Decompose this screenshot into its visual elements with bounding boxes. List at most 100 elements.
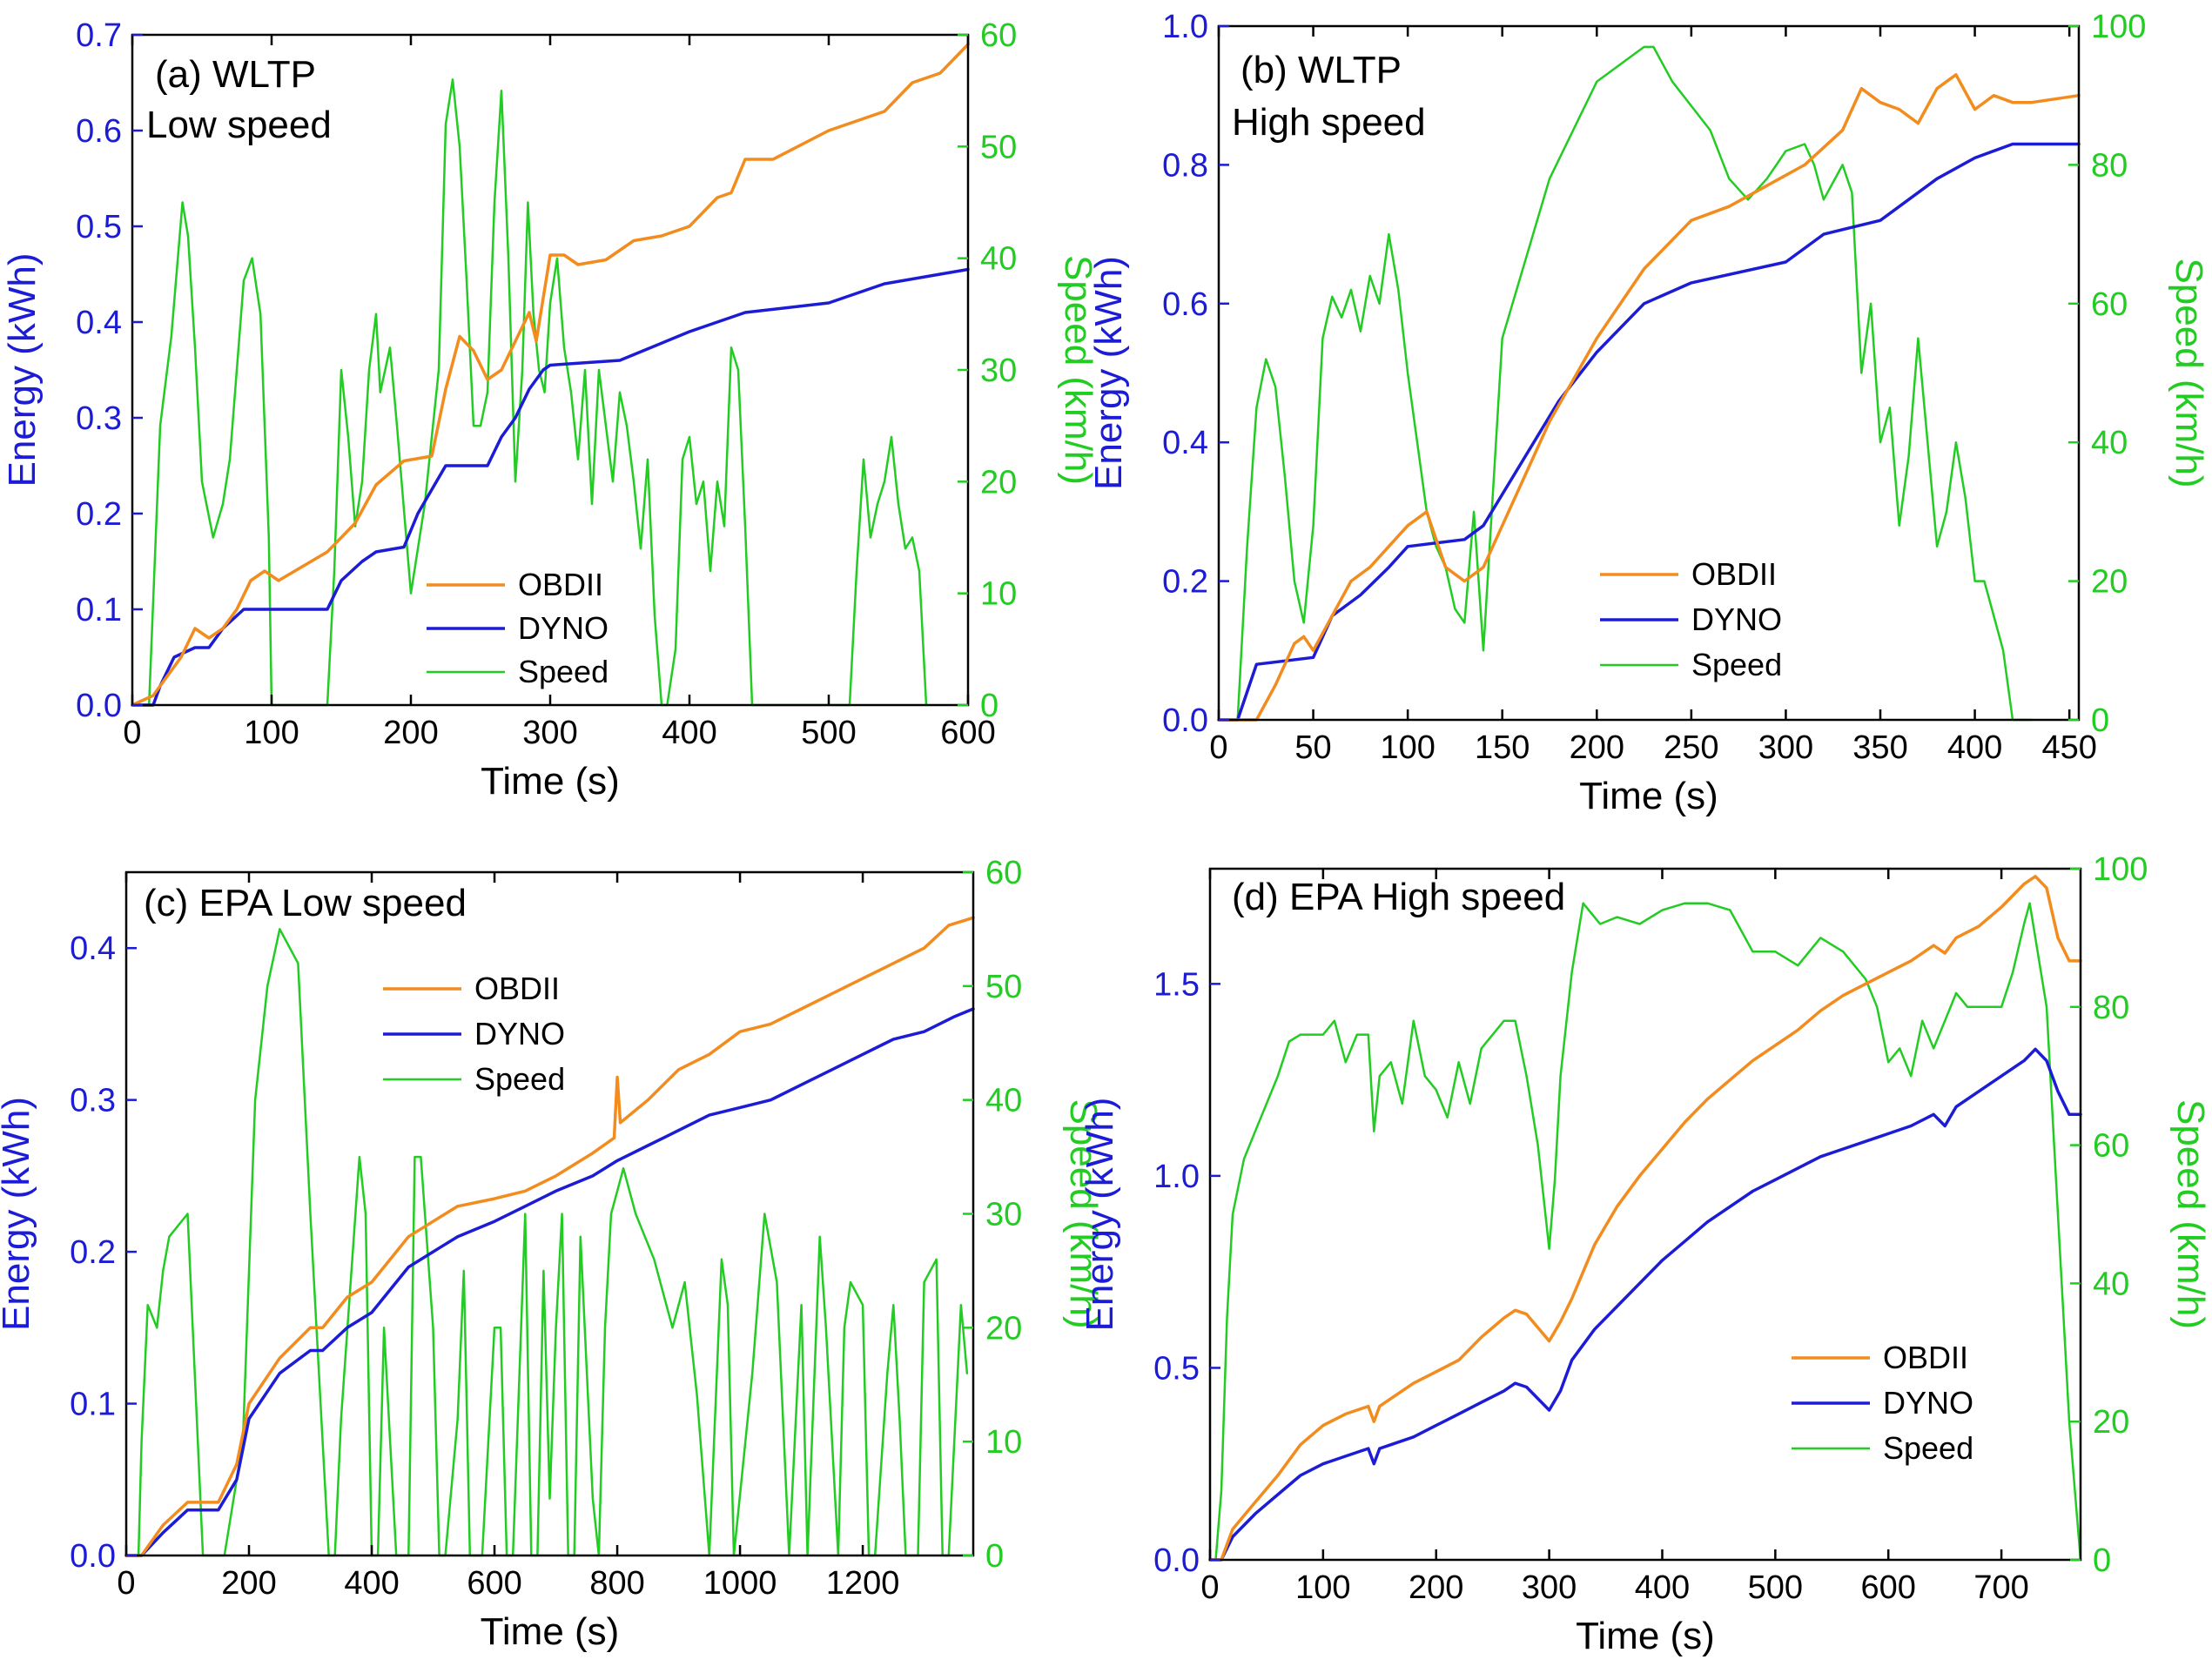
x-tick-label: 200 [221, 1565, 276, 1602]
y2-tick-label: 0 [2091, 702, 2109, 739]
y2-axis-title: Speed (km/h) [2168, 258, 2210, 487]
y2-tick-label: 0 [2093, 1542, 2111, 1579]
y2-tick-label: 40 [2091, 425, 2128, 461]
y-tick-label: 0.2 [76, 496, 122, 533]
panel-title: (c) EPA Low speed [144, 882, 467, 924]
y2-axis-title: Speed (km/h) [1062, 1099, 1105, 1328]
x-tick-label: 500 [801, 715, 856, 751]
y-tick-label: 0.0 [1153, 1542, 1200, 1579]
y-tick-label: 0.7 [76, 17, 122, 54]
legend-label-dyno: DYNO [474, 1016, 565, 1052]
y2-tick-label: 10 [980, 576, 1017, 613]
y2-tick-label: 100 [2091, 9, 2146, 45]
panel-a-chart: 0 100 200 300 400 500 6000.00.10.20.30.40.50.6… [1, 17, 1099, 803]
y-tick-label: 1.5 [1153, 966, 1200, 1003]
x-tick-label: 400 [1947, 729, 2002, 766]
x-axis-title: Time (s) [1576, 1615, 1715, 1657]
y2-tick-label: 40 [980, 241, 1017, 278]
legend-label-speed: Speed [518, 654, 608, 689]
y2-tick-label: 20 [980, 464, 1017, 501]
x-tick-label: 300 [1758, 729, 1813, 766]
x-tick-label: 150 [1475, 729, 1530, 766]
y2-tick-label: 30 [985, 1197, 1022, 1233]
y-tick-label: 0.0 [1162, 702, 1208, 739]
y2-tick-label: 40 [985, 1083, 1022, 1119]
x-tick-label: 450 [2041, 729, 2096, 766]
series-obdii-line [131, 43, 970, 707]
y2-tick-label: 40 [2093, 1266, 2129, 1302]
series-dyno-line [131, 267, 970, 707]
y-axis-title: Energy (kWh) [1079, 1098, 1121, 1332]
y-tick-label: 0.3 [76, 400, 122, 437]
series-speed-line [124, 928, 969, 1557]
legend-label-dyno: DYNO [1883, 1385, 1973, 1421]
y2-tick-label: 60 [985, 855, 1022, 891]
x-tick-label: 200 [383, 715, 438, 751]
y-tick-label: 1.0 [1162, 9, 1208, 45]
series-obdii-line [124, 916, 975, 1557]
x-tick-label: 200 [1409, 1569, 1463, 1606]
x-tick-label: 1200 [826, 1565, 900, 1602]
x-axis-title: Time (s) [1579, 775, 1718, 817]
x-tick-label: 400 [344, 1565, 399, 1602]
legend-label-obdii: OBDII [474, 971, 560, 1006]
x-tick-label: 600 [1861, 1569, 1916, 1606]
x-tick-label: 300 [522, 715, 577, 751]
x-tick-label: 0 [1200, 1569, 1219, 1606]
x-tick-label: 500 [1748, 1569, 1803, 1606]
y2-tick-label: 100 [2093, 851, 2148, 888]
panel-subtitle: Low speed [146, 104, 332, 146]
y2-tick-label: 80 [2093, 990, 2129, 1026]
y2-axis-title: Speed (km/h) [1057, 255, 1099, 485]
plot-frame [1208, 867, 2082, 1562]
plot-frame [1217, 24, 2081, 722]
x-axis-title: Time (s) [481, 760, 620, 803]
x-tick-label: 350 [1852, 729, 1907, 766]
legend-label-speed: Speed [1883, 1430, 1973, 1466]
y-tick-label: 0.4 [1162, 425, 1208, 461]
y-tick-label: 0.2 [1162, 564, 1208, 601]
y-tick-label: 0.3 [70, 1083, 116, 1119]
x-tick-label: 200 [1570, 729, 1624, 766]
legend-label-obdii: OBDII [1691, 556, 1777, 592]
x-tick-label: 100 [244, 715, 299, 751]
y2-tick-label: 0 [985, 1538, 1004, 1575]
y2-tick-label: 10 [985, 1424, 1022, 1461]
series-speed-line [1208, 902, 2082, 1562]
y2-tick-label: 0 [980, 688, 998, 724]
y2-tick-label: 20 [985, 1310, 1022, 1347]
legend-label-dyno: DYNO [518, 610, 608, 646]
series-dyno-line [1208, 1047, 2082, 1562]
series-dyno-line [1217, 142, 2081, 722]
x-tick-label: 600 [467, 1565, 521, 1602]
legend-label-obdii: OBDII [518, 567, 603, 602]
y-tick-label: 0.6 [1162, 286, 1208, 323]
y-axis-title: Energy (kWh) [0, 1097, 37, 1331]
x-tick-label: 250 [1664, 729, 1718, 766]
x-tick-label: 400 [1635, 1569, 1690, 1606]
y-tick-label: 0.0 [70, 1538, 116, 1575]
panel-c-chart: 0 200 400 600 800 1000 1200 0.0 0.1 0.2 0.3 0.4 0 10 2… [0, 855, 1105, 1653]
y2-tick-label: 30 [980, 353, 1017, 389]
x-tick-label: 0 [123, 715, 141, 751]
y-tick-label: 0.5 [1153, 1350, 1200, 1387]
y-tick-label: 0.6 [76, 113, 122, 150]
x-tick-label: 600 [940, 715, 995, 751]
x-tick-label: 800 [589, 1565, 644, 1602]
y-tick-label: 0.0 [76, 688, 122, 724]
y2-tick-label: 20 [2093, 1404, 2129, 1441]
y-tick-label: 0.2 [70, 1234, 116, 1271]
series-obdii-line [1208, 875, 2082, 1562]
y-tick-label: 1.0 [1153, 1159, 1200, 1195]
y-tick-label: 0.1 [70, 1387, 116, 1423]
y2-tick-label: 50 [980, 129, 1017, 165]
x-tick-label: 0 [117, 1565, 135, 1602]
y-tick-label: 0.1 [76, 592, 122, 628]
x-tick-label: 100 [1295, 1569, 1350, 1606]
y2-tick-label: 20 [2091, 564, 2128, 601]
panel-title: (a) WLTP [155, 53, 316, 96]
x-tick-label: 300 [1522, 1569, 1577, 1606]
legend-label-obdii: OBDII [1883, 1340, 1968, 1375]
x-axis-title: Time (s) [481, 1610, 620, 1653]
